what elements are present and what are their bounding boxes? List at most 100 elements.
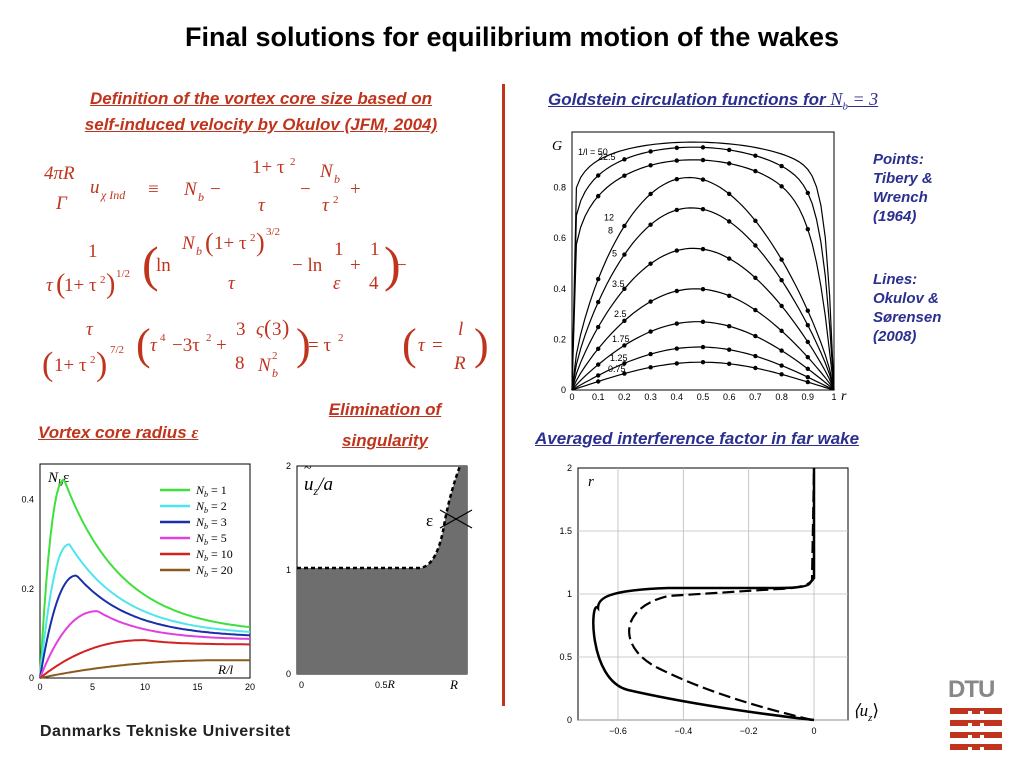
sing-eps: ε <box>426 511 433 530</box>
goldstein-point <box>753 153 758 158</box>
svg-text:): ) <box>256 228 265 257</box>
svg-text:Γ: Γ <box>55 193 68 214</box>
nb-legend-label: Nb = 3 <box>195 515 227 531</box>
svg-text:(: ( <box>56 269 65 300</box>
goldstein-point <box>727 347 732 352</box>
goldstein-point <box>727 361 732 366</box>
goldstein-point <box>727 147 732 153</box>
goldstein-ylabel: G <box>552 139 562 154</box>
goldstein-point <box>779 163 784 169</box>
svg-text:): ) <box>296 320 311 369</box>
goldstein-point <box>622 371 627 376</box>
sing-ytick: 1 <box>286 565 291 575</box>
goldstein-point <box>805 190 810 196</box>
svg-text:2: 2 <box>333 194 339 206</box>
svg-text:1+ τ: 1+ τ <box>64 275 97 296</box>
goldstein-point <box>596 346 601 351</box>
svg-text:): ) <box>384 236 401 292</box>
svg-text:≡: ≡ <box>148 179 159 200</box>
nb-curve <box>39 659 250 679</box>
dtu-logo-mark <box>950 708 1002 750</box>
svg-text:3: 3 <box>236 319 246 340</box>
goldstein-point <box>753 307 758 313</box>
svg-text:N: N <box>319 161 334 182</box>
goldstein-point <box>700 286 706 292</box>
svg-text:τ: τ <box>150 335 158 356</box>
goldstein-xlabel: r <box>841 389 847 404</box>
svg-text:1: 1 <box>370 239 380 260</box>
sing-xtick: 0.5R <box>375 677 396 691</box>
sing-ytick: 0 <box>286 669 291 679</box>
goldstein-point <box>622 223 627 229</box>
goldstein-point <box>753 365 758 371</box>
goldstein-point <box>779 277 784 283</box>
goldstein-point <box>674 361 679 366</box>
goldstein-point <box>753 243 758 248</box>
svg-text:(: ( <box>42 346 53 383</box>
sing-xtick: R <box>449 677 458 692</box>
nb-legend-label: Nb = 10 <box>195 547 233 563</box>
svg-text:N: N <box>181 233 196 254</box>
svg-text:2: 2 <box>206 332 212 344</box>
goldstein-xtick: 0.3 <box>644 392 657 402</box>
svg-text:(: ( <box>402 320 417 369</box>
nb-legend-label: Nb = 2 <box>195 499 227 515</box>
interference-chart: r ⟨uz⟩ 0 0.5 1 1.5 2 −0.6 −0.4 −0.2 0 <box>559 463 879 736</box>
goldstein-point <box>727 161 732 166</box>
goldstein-point <box>779 303 784 309</box>
svg-text:− ln: − ln <box>292 255 323 276</box>
goldstein-point <box>648 329 653 334</box>
goldstein-ytick: 0.4 <box>553 284 566 294</box>
elimination-line2: singularity <box>342 431 428 450</box>
goldstein-point <box>596 299 601 305</box>
int-dashed-curve <box>628 467 816 722</box>
goldstein-point <box>596 173 601 178</box>
note-line: Sørensen <box>873 309 942 326</box>
goldstein-point <box>700 145 706 150</box>
goldstein-point <box>805 375 810 380</box>
goldstein-xtick: 0.2 <box>618 392 631 402</box>
epsilon-symbol: ε <box>191 423 199 442</box>
goldstein-point <box>596 193 601 199</box>
goldstein-frame <box>571 131 835 391</box>
goldstein-xtick: 0 <box>569 392 574 402</box>
svg-text:4: 4 <box>160 332 166 344</box>
svg-text:b: b <box>334 172 340 186</box>
goldstein-point <box>596 324 601 330</box>
goldstein-curve-label: 5 <box>612 248 617 258</box>
core-radius-text: Vortex core radius <box>38 423 187 442</box>
svg-text:): ) <box>474 320 489 369</box>
int-solid-curve <box>592 468 816 722</box>
dtu-logo: DTU <box>948 676 1004 756</box>
goldstein-point <box>753 353 758 359</box>
goldstein-point <box>674 207 679 213</box>
goldstein-xtick: 0.1 <box>592 392 605 402</box>
nb-xtick: 20 <box>245 682 255 692</box>
svg-text:2: 2 <box>100 274 106 286</box>
svg-text:2: 2 <box>90 354 96 366</box>
int-xtick: −0.4 <box>674 726 692 736</box>
svg-text:3: 3 <box>272 319 282 340</box>
left-header: Definition of the vortex core size based… <box>22 86 500 138</box>
int-xtick: 0 <box>811 726 816 736</box>
sing-ytick: 2 <box>286 461 291 471</box>
svg-text:(: ( <box>264 315 271 340</box>
goldstein-point <box>674 145 679 150</box>
svg-text:1+ τ: 1+ τ <box>214 233 247 254</box>
nb-curve <box>39 478 251 679</box>
left-header-line1: Definition of the vortex core size based… <box>90 89 432 108</box>
svg-text:1+ τ: 1+ τ <box>54 355 87 376</box>
goldstein-xtick: 1 <box>831 392 836 402</box>
left-header-line2: self-induced velocity by Okulov (JFM, 20… <box>84 115 438 134</box>
goldstein-point <box>648 222 653 227</box>
svg-text:ln: ln <box>156 255 171 276</box>
goldstein-point <box>648 365 653 370</box>
nb-frame <box>39 463 251 679</box>
goldstein-point <box>596 362 601 367</box>
svg-text:2: 2 <box>290 156 296 168</box>
points-note: Points: Tibery & Wrench (1964) <box>873 150 933 226</box>
goldstein-point <box>753 275 758 281</box>
int-xtick: −0.2 <box>740 726 758 736</box>
goldstein-point <box>805 354 810 360</box>
goldstein-point <box>596 379 601 384</box>
